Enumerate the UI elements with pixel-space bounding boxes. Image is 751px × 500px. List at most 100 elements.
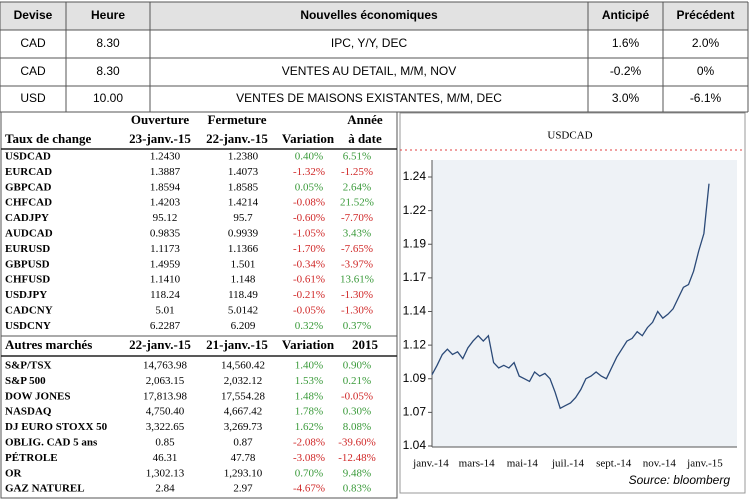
cell: 5.01	[155, 305, 174, 317]
news-cell: VENTES DE MAISONS EXISTANTES, M/M, DEC	[236, 91, 502, 105]
fx-header: 23-janv.-15	[129, 131, 191, 146]
row-label: GAZ NATUREL	[5, 483, 85, 495]
cell: 1.2430	[150, 151, 181, 163]
news-cell: 8.30	[96, 64, 120, 78]
cell: -1.25%	[341, 166, 373, 178]
cell: -0.21%	[293, 289, 325, 301]
markets-header: 2015	[352, 337, 379, 352]
cell: 0.70%	[295, 467, 323, 479]
news-header: Anticipé	[602, 8, 650, 22]
cell: 6.51%	[343, 151, 371, 163]
news-cell: 8.30	[96, 36, 120, 50]
cell: 1.4959	[150, 258, 181, 270]
y-tick-label: 1.22	[403, 203, 427, 217]
news-header: Devise	[14, 8, 53, 22]
row-label: GBPUSD	[5, 258, 50, 270]
fx-header: Fermeture	[208, 112, 267, 127]
cell: 3,322.65	[146, 421, 185, 433]
cell: 1.1173	[150, 243, 180, 255]
news-cell: 10.00	[93, 91, 123, 105]
cell: -1.30%	[341, 289, 373, 301]
markets-header: Variation	[282, 337, 335, 352]
news-cell: 1.6%	[612, 36, 640, 50]
cell: 1.40%	[295, 360, 323, 372]
cell: -3.08%	[293, 452, 325, 464]
x-tick-label: janv.-15	[686, 458, 723, 470]
cell: 47.78	[231, 452, 256, 464]
news-cell: IPC, Y/Y, DEC	[331, 36, 408, 50]
fx-header: 22-janv.-15	[206, 131, 268, 146]
row-label: USDJPY	[5, 289, 47, 301]
cell: 6.209	[231, 320, 256, 332]
x-tick-label: nov.-14	[643, 458, 677, 470]
row-label: S&P/TSX	[5, 360, 52, 372]
cell: 14,763.98	[143, 360, 188, 372]
cell: -0.05%	[341, 390, 373, 402]
y-tick-label: 1.12	[403, 337, 427, 351]
cell: 1.3887	[150, 166, 181, 178]
cell: 0.83%	[343, 483, 371, 495]
cell: 1.1366	[228, 243, 259, 255]
cell: 1.48%	[295, 390, 323, 402]
cell: -4.67%	[293, 483, 325, 495]
data-line	[431, 183, 710, 410]
fx-header: Année	[347, 112, 383, 127]
news-cell: CAD	[20, 64, 46, 78]
news-cell: -0.2%	[610, 64, 642, 78]
y-tick-label: 1.04	[403, 438, 427, 452]
row-label: EURUSD	[5, 243, 50, 255]
cell: 1.53%	[295, 375, 323, 387]
row-label: CADCNY	[5, 305, 53, 317]
cell: 1.78%	[295, 406, 323, 418]
cell: -1.70%	[293, 243, 325, 255]
news-cell: USD	[20, 91, 46, 105]
cell: 1,302.13	[146, 467, 185, 479]
cell: 2.84	[155, 483, 175, 495]
fx-title: Taux de change	[5, 131, 91, 146]
cell: -12.48%	[338, 452, 376, 464]
cell: 4,667.42	[224, 406, 263, 418]
cell: 0.90%	[343, 360, 371, 372]
fx-header: Variation	[282, 131, 335, 146]
x-tick-label: janv.-14	[412, 458, 449, 470]
cell: 118.24	[150, 289, 180, 301]
markets-title: Autres marchés	[5, 337, 92, 352]
news-cell: CAD	[20, 36, 46, 50]
cell: 0.30%	[343, 406, 371, 418]
row-label: USDCNY	[5, 320, 51, 332]
x-tick-label: mai-14	[507, 458, 539, 470]
cell: -0.34%	[293, 258, 325, 270]
cell: 2.97	[233, 483, 253, 495]
cell: 21.52%	[340, 197, 374, 209]
row-label: OBLIG. CAD 5 ans	[5, 437, 98, 449]
cell: 118.49	[228, 289, 258, 301]
row-label: AUDCAD	[5, 228, 53, 240]
row-label: DOW JONES	[5, 390, 71, 402]
row-label: S&P 500	[5, 375, 46, 387]
cell: 17,554.28	[221, 390, 266, 402]
row-label: CHFCAD	[5, 197, 52, 209]
cell: -2.08%	[293, 437, 325, 449]
markets-header: 21-janv.-15	[206, 337, 268, 352]
row-label: GBPCAD	[5, 181, 52, 193]
news-cell: 2.0%	[692, 36, 720, 50]
news-cell: 0%	[697, 64, 715, 78]
cell: 0.05%	[295, 181, 323, 193]
cell: 3,269.73	[224, 421, 263, 433]
cell: 95.7	[233, 212, 253, 224]
cell: 0.37%	[343, 320, 371, 332]
markets-header: 22-janv.-15	[129, 337, 191, 352]
news-header: Heure	[91, 8, 125, 22]
fx-header: à date	[348, 131, 382, 146]
cell: 1.62%	[295, 421, 323, 433]
cell: 1.4203	[150, 197, 181, 209]
row-label: CHFUSD	[5, 274, 50, 286]
news-header: Précédent	[676, 8, 734, 22]
cell: 0.87	[233, 437, 253, 449]
x-tick-label: juil.-14	[551, 458, 585, 470]
cell: -0.60%	[293, 212, 325, 224]
cell: 1.2380	[228, 151, 259, 163]
cell: 17,813.98	[143, 390, 188, 402]
cell: 0.40%	[295, 151, 323, 163]
